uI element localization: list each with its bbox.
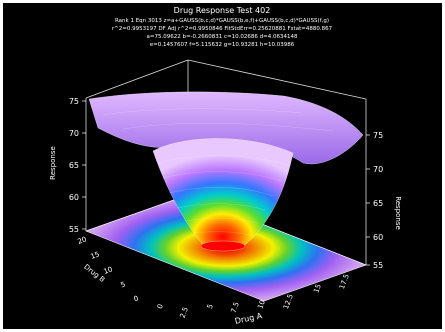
y-axis-label: Drug B <box>82 263 106 284</box>
x-tick-label: 5 <box>206 303 215 310</box>
z-tick-label: 75 <box>69 97 79 106</box>
x-tick-label: 2.5 <box>179 306 190 319</box>
chart-svg: Drug Response Test 402 Rank 1 Eqn 3013 z… <box>49 6 402 326</box>
z-tick-label-right: 70 <box>373 165 383 174</box>
equation-line-3: a=75.09622 b=-0.2660831 c=10.02686 d=4.0… <box>146 34 298 40</box>
z-tick-label: 70 <box>69 129 79 138</box>
z-tick-label-right: 75 <box>373 131 383 140</box>
y-tick-label: 10 <box>103 265 114 276</box>
z-axis-left: 75 70 65 60 55 Response <box>49 97 86 234</box>
equation-line-1: Rank 1 Eqn 3013 z=a+GAUSS(b,c,d)*GAUSS(b… <box>115 18 329 24</box>
equation-line-4: e=0.1457607 f=5.115632 g=10.93281 h=10.0… <box>150 42 295 48</box>
chart-frame: Drug Response Test 402 Rank 1 Eqn 3013 z… <box>3 3 442 329</box>
chart-title: Drug Response Test 402 <box>174 6 271 15</box>
x-axis: 0 2.5 5 7.5 10 12.5 15 17.5 Drug A <box>156 273 351 326</box>
z-axis-right: 75 70 65 60 55 Response <box>366 131 402 270</box>
x-axis-label: Drug A <box>234 311 263 326</box>
x-tick-label: 7.5 <box>230 301 241 314</box>
y-tick-label: 15 <box>90 250 101 261</box>
z-tick-label: 60 <box>69 193 79 202</box>
z-tick-label: 55 <box>69 225 79 234</box>
y-tick-label: 20 <box>77 235 88 246</box>
y-tick-label: 0 <box>133 294 140 303</box>
x-tick-label: 0 <box>156 303 165 310</box>
z-tick-label-right: 65 <box>373 199 383 208</box>
z-axis-label-left: Response <box>49 146 57 180</box>
response-surface <box>88 91 364 252</box>
x-tick-label: 15 <box>312 283 323 294</box>
x-tick-label: 12.5 <box>282 293 295 310</box>
y-tick-label: 5 <box>120 280 127 289</box>
z-tick-label: 65 <box>69 161 79 170</box>
z-tick-label-right: 60 <box>373 233 383 242</box>
equation-line-2: r^2=0.9953197 DF Adj r^2=0.9950846 FitSt… <box>112 26 333 32</box>
x-tick-label: 17.5 <box>338 273 351 290</box>
z-axis-label-right: Response <box>394 196 402 230</box>
z-tick-label-right: 55 <box>373 261 383 270</box>
x-tick-label: 10 <box>256 299 267 310</box>
